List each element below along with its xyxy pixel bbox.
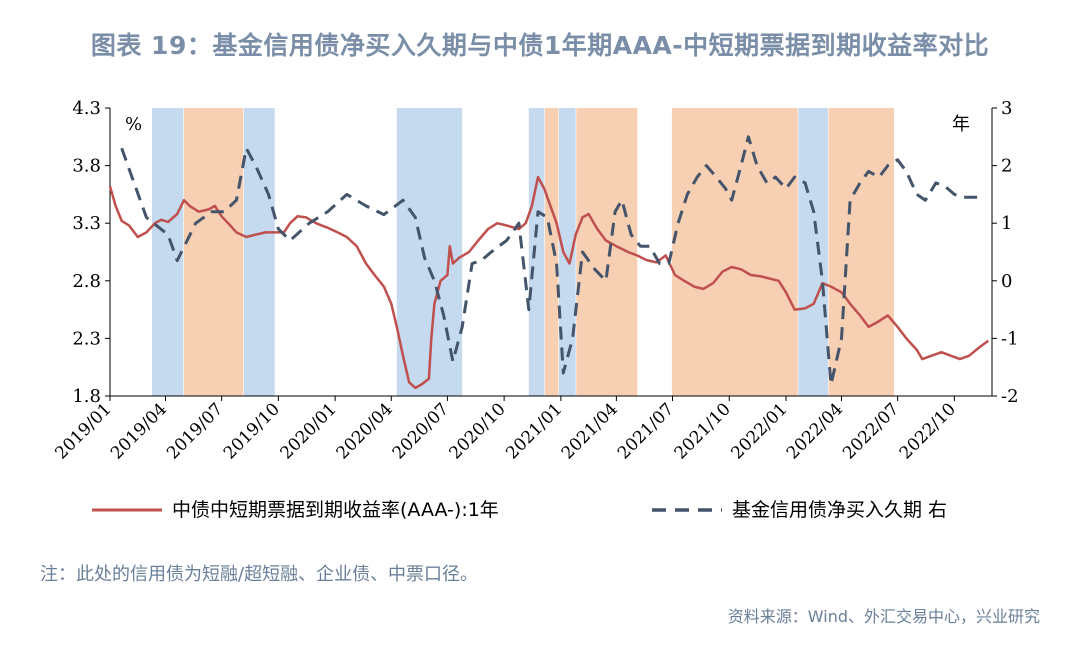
shaded-band-blue: [528, 108, 545, 396]
right-axis-tick-label: 3: [1001, 98, 1012, 119]
x-axis-tick-label: 2020/10: [446, 399, 510, 463]
right-axis-tick-label: -2: [1001, 386, 1019, 407]
x-axis-tick-label: 2020/07: [389, 399, 453, 463]
x-axis-tick-label: 2021/10: [671, 399, 735, 463]
shaded-band-orange: [184, 108, 244, 396]
legend-yield-label: 中债中短期票据到期收益率(AAA-):1年: [172, 499, 499, 521]
chart-series: [108, 135, 990, 390]
x-axis-tick-label: 2022/01: [727, 399, 791, 463]
shaded-band-blue: [151, 108, 184, 396]
left-axis-tick-label: 3.8: [72, 156, 101, 177]
x-axis-tick-label: 2019/04: [107, 399, 171, 463]
left-axis-tick-label: 4.3: [72, 98, 101, 119]
right-axis-tick-label: 0: [1001, 271, 1012, 292]
right-axis-tick-label: 1: [1001, 213, 1012, 234]
x-axis-tick-label: 2020/04: [333, 399, 397, 463]
shaded-periods: [151, 108, 894, 396]
left-axis-tick-label: 2.8: [72, 271, 101, 292]
left-axis-tick-label: 3.3: [72, 213, 101, 234]
x-axis-tick-label: 2019/01: [51, 399, 115, 463]
footnote: 注：此处的信用债为短融/超短融、企业债、中票口径。: [40, 564, 479, 585]
right-axis-tick-label: 2: [1001, 156, 1012, 177]
x-axis-tick-label: 2020/01: [277, 399, 341, 463]
x-axis-tick-label: 2022/10: [896, 399, 960, 463]
x-axis-tick-label: 2022/04: [783, 399, 847, 463]
shaded-band-blue: [798, 108, 828, 396]
left-axis-unit: %: [125, 114, 142, 135]
x-axis-tick-label: 2022/07: [839, 399, 903, 463]
x-axis-tick-label: 2019/07: [163, 399, 227, 463]
right-axis-tick-label: -1: [1001, 328, 1019, 349]
shaded-band-orange: [671, 108, 798, 396]
left-axis-tick-label: 1.8: [72, 386, 101, 407]
legend-duration-label: 基金信用债净买入久期 右: [732, 499, 947, 521]
x-axis-tick-label: 2021/04: [558, 399, 622, 463]
chart-title: 图表 19：基金信用债净买入久期与中债1年期AAA-中短期票据到期收益率对比: [90, 31, 990, 60]
left-axis-tick-label: 2.3: [72, 328, 101, 349]
x-axis-tick-label: 2021/07: [614, 399, 678, 463]
x-axis-tick-label: 2019/10: [220, 399, 284, 463]
x-axis-tick-label: 2021/01: [502, 399, 566, 463]
shaded-band-orange: [544, 108, 559, 396]
chart-legend: 中债中短期票据到期收益率(AAA-):1年 基金信用债净买入久期 右: [92, 499, 947, 521]
right-axis-unit: 年: [952, 114, 970, 135]
duration-series-line: [120, 135, 986, 386]
source-attribution: 资料来源：Wind、外汇交易中心，兴业研究: [727, 607, 1040, 626]
shaded-band-blue: [559, 108, 576, 396]
